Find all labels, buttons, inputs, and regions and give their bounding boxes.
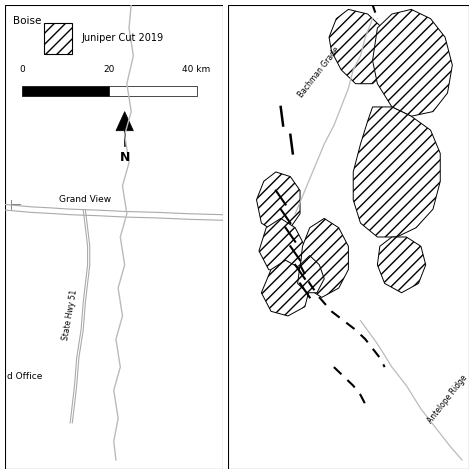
Text: d Office: d Office [7,372,42,381]
Text: N: N [119,151,130,164]
Text: State Hwy 51: State Hwy 51 [61,289,79,341]
Polygon shape [259,219,305,274]
Text: Antelope Ridge: Antelope Ridge [426,373,469,425]
Polygon shape [261,260,310,316]
Text: 0: 0 [19,65,25,74]
Polygon shape [300,219,348,297]
Text: 20: 20 [104,65,115,74]
Bar [44,23,73,54]
Polygon shape [329,9,392,84]
Text: 40 km: 40 km [182,65,211,74]
Text: Juniper Cut 2019: Juniper Cut 2019 [81,34,163,44]
Text: Boise: Boise [13,17,42,27]
Polygon shape [298,255,324,293]
Polygon shape [373,9,452,116]
Text: Bachman Grade: Bachman Grade [297,46,342,100]
Polygon shape [353,107,440,237]
Text: Grand View: Grand View [59,194,111,203]
Bar [109,86,197,96]
Polygon shape [116,111,133,131]
Polygon shape [256,172,300,232]
Bar [22,86,109,96]
Polygon shape [377,237,426,293]
